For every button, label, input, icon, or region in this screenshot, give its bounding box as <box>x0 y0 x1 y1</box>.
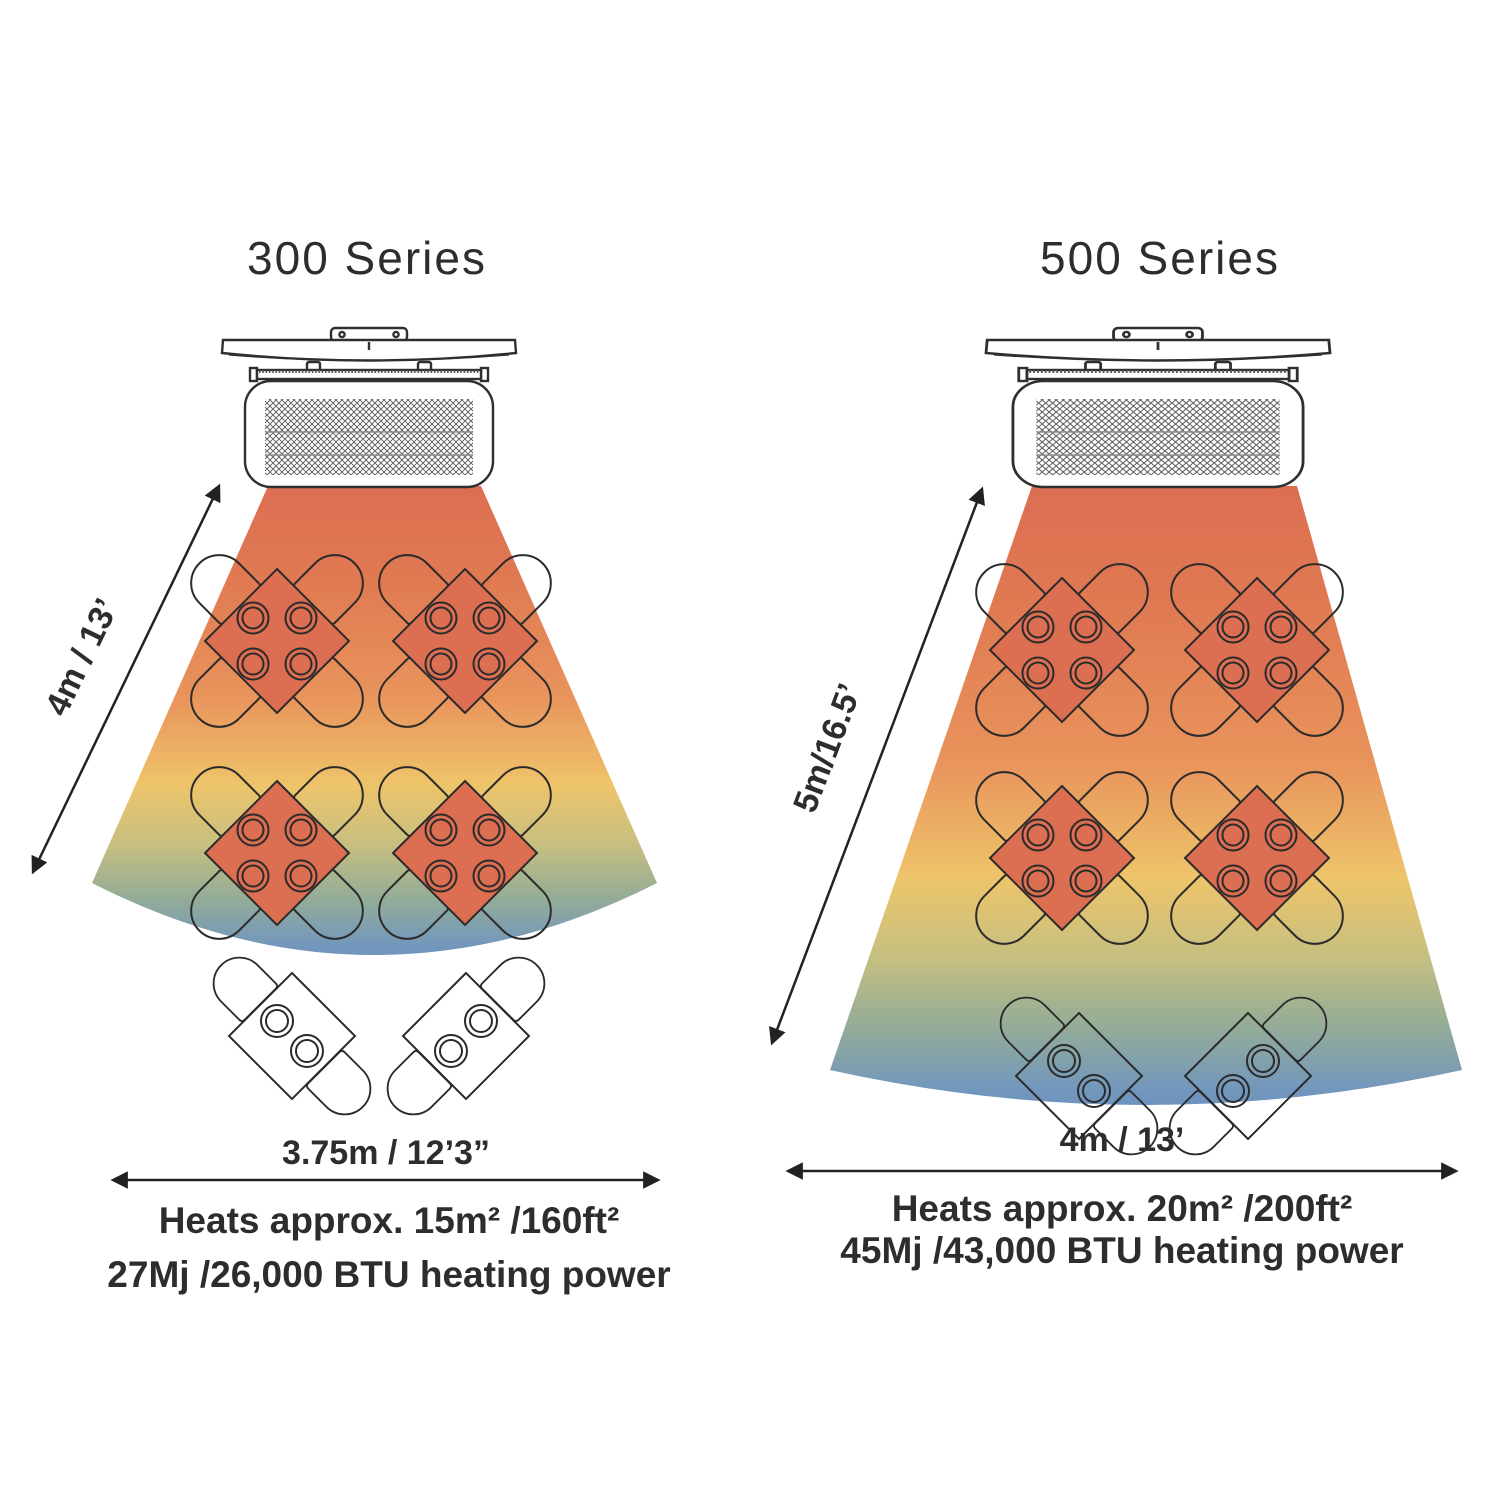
heater-illustration <box>220 326 518 489</box>
height-dimension-arrow <box>31 483 221 875</box>
heat-cone <box>830 486 1462 1105</box>
power-text: 27Mj /26,000 BTU heating power <box>107 1254 670 1295</box>
height-dimension-label: 5m/16.5’ <box>786 679 869 818</box>
dining-table-2-seat <box>377 947 555 1125</box>
width-dimension-label: 3.75m / 12’3” <box>282 1134 490 1172</box>
width-dimension-label: 4m / 13’ <box>1060 1121 1185 1159</box>
heat-cone <box>92 486 657 955</box>
figure-500-series: 500 Series 5m/16.5’ 4m / 13’ Heats appro… <box>769 232 1462 1271</box>
power-text: 45Mj /43,000 BTU heating power <box>840 1230 1403 1271</box>
dining-table-2-seat <box>203 947 381 1125</box>
figure-title: 300 Series <box>247 232 487 284</box>
heater-illustration <box>984 326 1332 489</box>
coverage-text: Heats approx. 15m² /160ft² <box>159 1200 620 1241</box>
figure-title: 500 Series <box>1040 232 1280 284</box>
coverage-text: Heats approx. 20m² /200ft² <box>892 1188 1353 1229</box>
height-dimension-label: 4m / 13’ <box>38 593 126 722</box>
figure-300-series: 300 Series 4m / 13’ 3.75m / 12’3” Heats … <box>31 232 671 1295</box>
height-dimension-arrow <box>769 486 985 1046</box>
